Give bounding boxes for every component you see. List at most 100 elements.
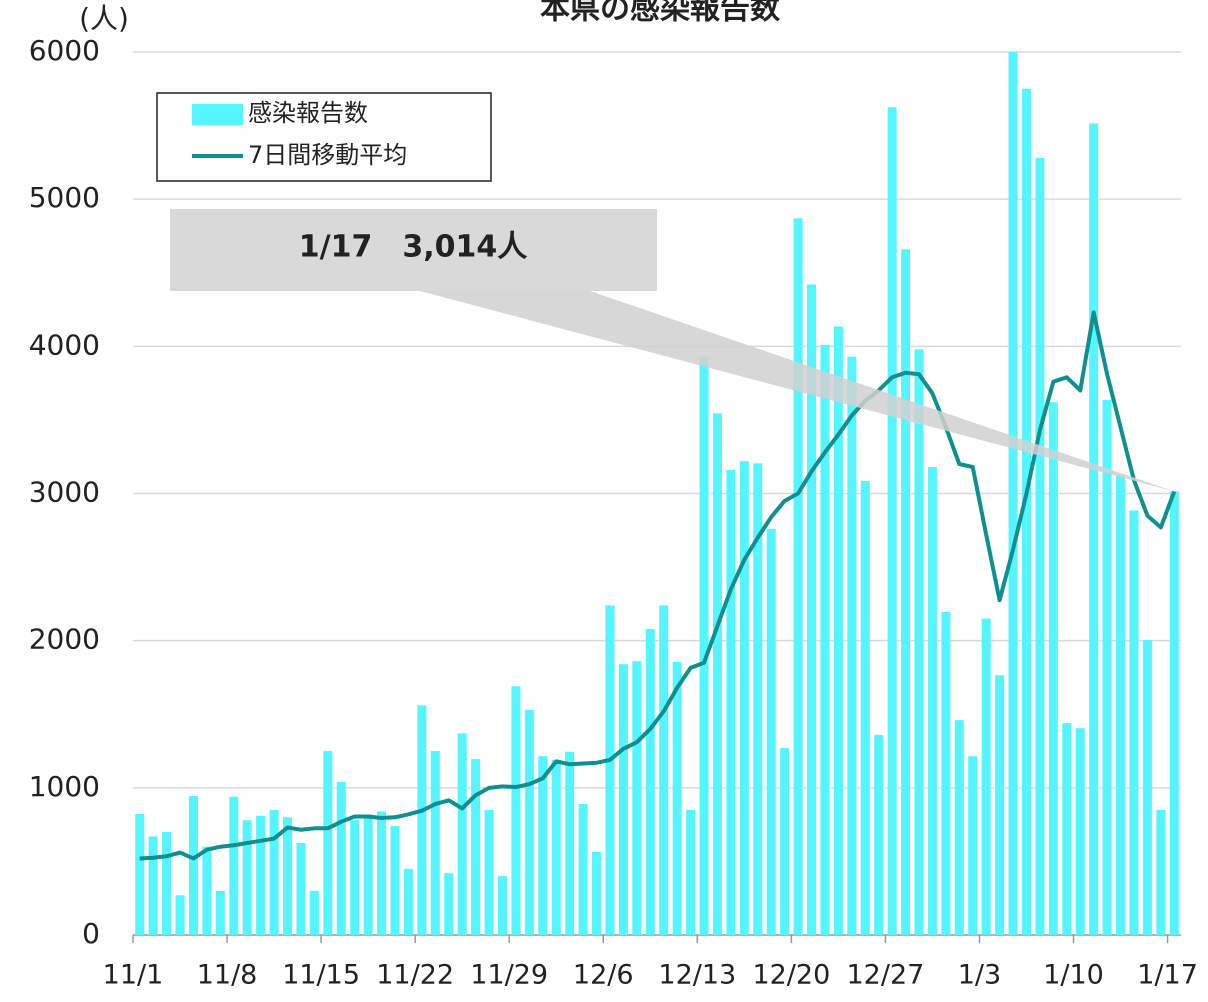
bar <box>524 709 534 935</box>
bar <box>914 349 924 935</box>
bar <box>283 817 293 935</box>
x-tick-label: 11/29 <box>470 960 548 991</box>
bar <box>1102 400 1112 935</box>
bar <box>1142 639 1152 935</box>
bar <box>766 528 776 935</box>
bar <box>148 836 158 935</box>
bar <box>645 628 655 935</box>
x-tick-label: 11/15 <box>282 960 360 991</box>
y-tick-label: 4000 <box>29 328 100 361</box>
bar <box>430 751 440 935</box>
bar <box>1048 402 1058 935</box>
bar <box>403 868 413 935</box>
bar <box>726 469 736 935</box>
y-tick-label: 6000 <box>29 34 100 67</box>
bar <box>538 756 548 935</box>
bar <box>565 751 575 935</box>
y-axis-label: (人) <box>79 2 129 35</box>
bar <box>1035 157 1045 935</box>
bar <box>457 733 467 935</box>
bar <box>175 895 185 935</box>
bar <box>269 809 279 935</box>
bar <box>618 664 628 935</box>
bar <box>632 661 642 935</box>
callout-pointer <box>420 291 1175 492</box>
bar <box>215 890 225 935</box>
bar <box>793 218 803 935</box>
bar <box>1075 728 1085 935</box>
y-tick-label: 1000 <box>29 770 100 803</box>
bar <box>229 796 239 935</box>
legend-swatch <box>192 104 243 125</box>
x-tick-label: 11/1 <box>103 960 164 991</box>
bar <box>511 686 521 935</box>
bar <box>471 759 481 935</box>
bar <box>444 873 454 935</box>
x-tick-label: 12/27 <box>847 960 925 991</box>
bar <box>968 756 978 935</box>
bar <box>807 284 817 936</box>
y-tick-label: 0 <box>82 917 100 950</box>
callout-box <box>170 209 657 291</box>
bar <box>578 804 588 935</box>
bar <box>188 795 198 935</box>
bar <box>1062 723 1072 935</box>
bar <box>833 326 843 935</box>
bar <box>202 846 212 935</box>
x-tick-label: 11/22 <box>376 960 454 991</box>
bar <box>995 675 1005 935</box>
bar <box>712 413 722 935</box>
bar <box>901 249 911 935</box>
bar <box>659 605 669 935</box>
bar <box>1021 88 1031 935</box>
x-tick-label: 1/10 <box>1043 960 1104 991</box>
x-tick-label: 12/20 <box>752 960 830 991</box>
bar <box>954 720 964 935</box>
annotation: 1/17 3,014人 <box>299 230 527 265</box>
bar <box>1169 491 1179 935</box>
y-tick-label: 3000 <box>29 476 100 509</box>
bar <box>753 463 763 935</box>
bar <box>336 781 346 935</box>
bar <box>820 344 830 935</box>
x-tick-label: 12/6 <box>573 960 634 991</box>
bar <box>417 705 427 935</box>
bar <box>256 815 266 935</box>
bar <box>941 611 951 935</box>
legend-label: 7日間移動平均 <box>248 141 407 169</box>
bar <box>686 809 696 935</box>
bar <box>296 843 306 935</box>
bar <box>780 748 790 935</box>
x-tick-label: 11/8 <box>197 960 258 991</box>
line <box>139 310 1177 861</box>
bar <box>309 890 319 935</box>
bar <box>981 618 991 935</box>
bar <box>592 851 602 935</box>
bar <box>887 107 897 935</box>
x-tick-label: 12/13 <box>658 960 736 991</box>
bar <box>927 467 937 935</box>
legend-label: 感染報告数 <box>248 99 368 127</box>
bar <box>605 605 615 935</box>
bar <box>672 662 682 935</box>
bar <box>1116 475 1126 935</box>
bar <box>377 811 387 935</box>
bar <box>1156 809 1166 935</box>
y-tick-label: 2000 <box>29 623 100 656</box>
bar <box>323 751 333 935</box>
bar <box>390 826 400 935</box>
bar <box>860 480 870 935</box>
bar <box>847 356 857 935</box>
chart-title: 本県の感染報告数 <box>540 0 781 27</box>
bar <box>1089 123 1099 935</box>
bar <box>551 759 561 935</box>
bar <box>497 876 507 935</box>
x-tick-label: 1/17 <box>1137 960 1198 991</box>
bar <box>162 831 172 935</box>
bar <box>350 820 360 935</box>
bar <box>363 817 373 935</box>
bar <box>242 820 252 935</box>
bar <box>874 734 884 935</box>
